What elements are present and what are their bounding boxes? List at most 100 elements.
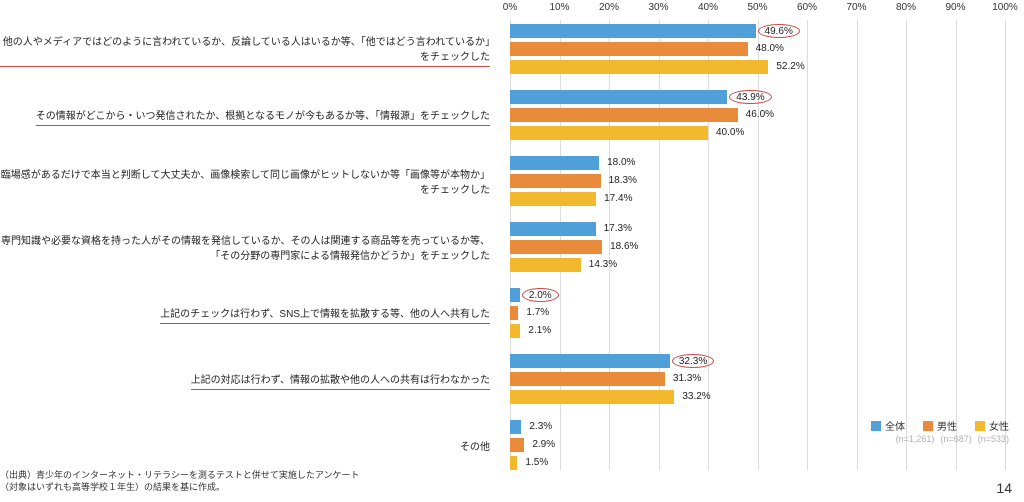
bar-all — [510, 156, 599, 170]
bar-row: 1.5% — [510, 456, 1005, 472]
legend-swatch — [975, 421, 985, 431]
bar-row: 40.0% — [510, 126, 1005, 142]
bar-set: 18.0%18.3%17.4% — [510, 156, 1005, 210]
legend-n: (n=1,261) — [896, 434, 935, 444]
value-label: 18.6% — [604, 240, 638, 254]
bar-row: 1.7% — [510, 306, 1005, 322]
value-label: 33.2% — [676, 390, 710, 404]
axis-tick-label: 0% — [503, 2, 517, 13]
axis-tick-label: 30% — [648, 2, 668, 13]
value-label: 2.0% — [522, 288, 559, 302]
page-number: 14 — [996, 480, 1012, 496]
bar-female — [510, 324, 520, 338]
bar-row: 49.6% — [510, 24, 1005, 40]
bar-set: 49.6% 48.0% 52.2% — [510, 24, 1005, 78]
bar-all — [510, 24, 756, 38]
axis-tick-label: 60% — [797, 2, 817, 13]
category-group: 上記のチェックは行わず、SNS上で情報を拡散する等、他の人へ共有した 2.0% 1.… — [0, 284, 1005, 346]
bar-set: 43.9% 46.0% 40.0% — [510, 90, 1005, 144]
legend-label: 全体 — [885, 418, 905, 433]
bar-row: 2.1% — [510, 324, 1005, 340]
value-label: 14.3% — [583, 258, 617, 272]
axis-tick-label: 90% — [945, 2, 965, 13]
category-group: 上記の対応は行わず、情報の拡散や他の人への共有は行わなかった 32.3% 31.3%… — [0, 350, 1005, 412]
grid-line — [1005, 20, 1006, 470]
legend-n: (n=687) — [940, 434, 971, 444]
value-label: 48.0% — [750, 42, 784, 56]
legend-n: (n=533) — [978, 434, 1009, 444]
category-label: その情報がどこから・いつ発信されたか、根拠となるモノが今もあるか等、「情報源」を… — [0, 86, 500, 148]
bar-all — [510, 288, 520, 302]
legend-swatch — [923, 421, 933, 431]
value-label: 18.0% — [601, 156, 635, 170]
value-label: 52.2% — [770, 60, 804, 74]
bar-set: 17.3% 18.6% 14.3% — [510, 222, 1005, 276]
legend-item: 男性 — [923, 418, 957, 433]
category-label: 他の人やメディアではどのように言われているか、反論している人はいるか等、「他では… — [0, 20, 500, 82]
category-label: 専門知識や必要な資格を持った人がその情報を発信しているか、その人は関連する商品等… — [0, 218, 500, 280]
bar-row: 52.2% — [510, 60, 1005, 76]
bar-row: 14.3% — [510, 258, 1005, 274]
category-group: 他の人やメディアではどのように言われているか、反論している人はいるか等、「他では… — [0, 20, 1005, 82]
bar-male — [510, 372, 665, 386]
bar-set: 32.3% 31.3% 33.2% — [510, 354, 1005, 408]
value-label: 2.1% — [522, 324, 551, 338]
axis-tick-label: 40% — [698, 2, 718, 13]
value-label: 1.5% — [519, 456, 548, 470]
bar-row: 18.3% — [510, 174, 1005, 190]
bar-row: 2.0% — [510, 288, 1005, 304]
value-label: 49.6% — [758, 24, 800, 38]
legend-item: 全体 — [871, 418, 905, 433]
bar-female — [510, 258, 581, 272]
category-group: その情報がどこから・いつ発信されたか、根拠となるモノが今もあるか等、「情報源」を… — [0, 86, 1005, 148]
bar-row: 32.3% — [510, 354, 1005, 370]
bar-male — [510, 438, 524, 452]
source-line-1: （出典）青少年のインターネット・リテラシーを測るテストと併せて実施したアンケート — [0, 470, 359, 480]
axis-tick-label: 50% — [747, 2, 767, 13]
bar-male — [510, 240, 602, 254]
bar-row: 48.0% — [510, 42, 1005, 58]
bar-male — [510, 108, 738, 122]
bar-female — [510, 126, 708, 140]
bar-female — [510, 60, 768, 74]
value-label: 31.3% — [667, 372, 701, 386]
chart-container: 0%10%20%30%40%50%60%70%80%90%100% 他の人やメデ… — [0, 0, 1024, 502]
category-label: 上記の対応は行わず、情報の拡散や他の人への共有は行わなかった — [0, 350, 500, 412]
bar-row: 46.0% — [510, 108, 1005, 124]
x-axis: 0%10%20%30%40%50%60%70%80%90%100% — [510, 0, 1005, 20]
bar-all — [510, 222, 596, 236]
value-label: 32.3% — [672, 354, 714, 368]
value-label: 40.0% — [710, 126, 744, 140]
bar-row: 33.2% — [510, 390, 1005, 406]
bar-row: 18.0% — [510, 156, 1005, 172]
bar-all — [510, 354, 670, 368]
value-label: 46.0% — [740, 108, 774, 122]
category-group: 臨場感があるだけで本当と判断して大丈夫か、画像検索して同じ画像がヒットしないか等… — [0, 152, 1005, 214]
legend: 全体 男性 女性 — [871, 418, 1009, 433]
source-note: （出典）青少年のインターネット・リテラシーを測るテストと併せて実施したアンケート… — [0, 469, 359, 494]
value-label: 1.7% — [520, 306, 549, 320]
category-group: 専門知識や必要な資格を持った人がその情報を発信しているか、その人は関連する商品等… — [0, 218, 1005, 280]
bar-female — [510, 390, 674, 404]
legend-item: 女性 — [975, 418, 1009, 433]
value-label: 43.9% — [729, 90, 771, 104]
category-label: 臨場感があるだけで本当と判断して大丈夫か、画像検索して同じ画像がヒットしないか等… — [0, 152, 500, 214]
bar-row: 18.6% — [510, 240, 1005, 256]
value-label: 18.3% — [603, 174, 637, 188]
bar-groups: 他の人やメディアではどのように言われているか、反論している人はいるか等、「他では… — [0, 20, 1005, 482]
value-label: 17.3% — [598, 222, 632, 236]
axis-tick-label: 80% — [896, 2, 916, 13]
legend-swatch — [871, 421, 881, 431]
bar-male — [510, 174, 601, 188]
legend-counts: (n=1,261) (n=687) (n=533) — [896, 434, 1009, 444]
bar-all — [510, 90, 727, 104]
value-label: 2.3% — [523, 420, 552, 434]
source-line-2: （対象はいずれも高等学校１年生）の結果を基に作成。 — [0, 482, 225, 492]
bar-male — [510, 42, 748, 56]
bar-row: 17.3% — [510, 222, 1005, 238]
bar-female — [510, 456, 517, 470]
axis-tick-label: 70% — [846, 2, 866, 13]
axis-tick-label: 10% — [549, 2, 569, 13]
category-label: 上記のチェックは行わず、SNS上で情報を拡散する等、他の人へ共有した — [0, 284, 500, 346]
bar-row: 31.3% — [510, 372, 1005, 388]
